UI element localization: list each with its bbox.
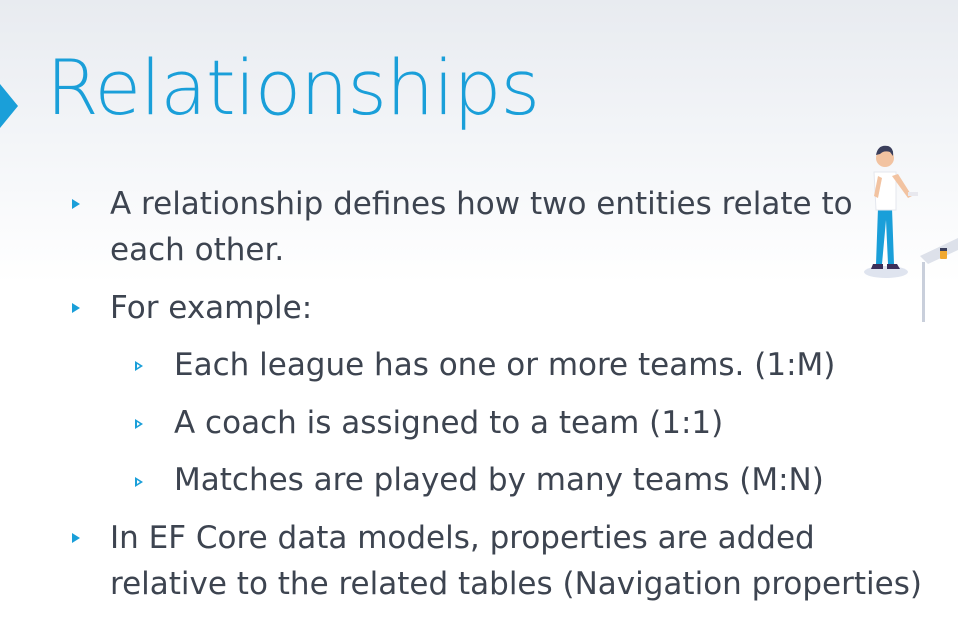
sub-bullet-marker-icon	[135, 477, 143, 487]
bullet-3-line-1: In EF Core data models, properties are a…	[110, 520, 815, 556]
bullet-marker-icon	[72, 303, 80, 313]
person-at-table-illustration	[864, 145, 958, 322]
sub-bullet-2: A coach is assigned to a team (1:1)	[174, 405, 724, 441]
bullet-2-line-1: For example:	[110, 290, 313, 326]
slide-title: Relationships	[46, 43, 540, 132]
sub-bullet-1: Each league has one or more teams. (1:M)	[174, 347, 836, 383]
sub-bullet-3: Matches are played by many teams (M:N)	[174, 462, 824, 498]
bullet-1-line-2: each other.	[110, 232, 285, 268]
bullet-1-line-1: A relationship defines how two entities …	[110, 186, 853, 222]
title-marker-icon	[0, 84, 18, 128]
bullet-3-line-2: relative to the related tables (Navigati…	[110, 566, 922, 602]
sub-bullet-marker-icon	[135, 419, 143, 429]
bullet-marker-icon	[72, 533, 80, 543]
sub-bullet-marker-icon	[135, 361, 143, 371]
bullet-marker-icon	[72, 199, 80, 209]
